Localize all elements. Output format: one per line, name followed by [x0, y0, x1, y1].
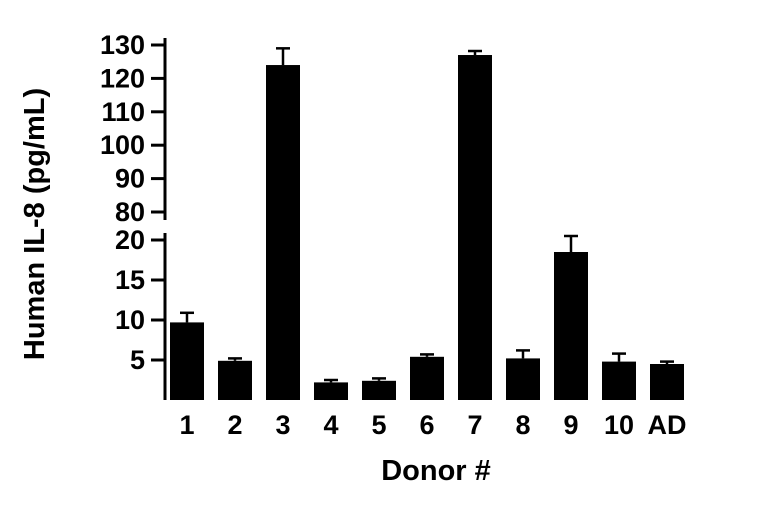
x-axis-title: Donor # — [381, 455, 491, 487]
x-tick-label-10: 10 — [604, 410, 634, 440]
bar-donor-5 — [362, 380, 396, 400]
y-tick-label-90: 90 — [115, 164, 145, 194]
y-tick-label-110: 110 — [101, 97, 145, 127]
bar-donor-1 — [170, 322, 204, 400]
bar-donor-4 — [314, 382, 348, 400]
bar-donor-6 — [410, 356, 444, 400]
x-tick-label-1: 1 — [179, 410, 194, 440]
x-tick-label-7: 7 — [467, 410, 482, 440]
bar-donor-3 — [266, 65, 300, 400]
x-tick-label-8: 8 — [515, 410, 530, 440]
x-tick-label-4: 4 — [323, 410, 338, 440]
y-tick-label-130: 130 — [100, 30, 145, 60]
y-tick-label-20: 20 — [115, 225, 145, 255]
x-tick-label-AD: AD — [648, 410, 687, 440]
y-axis-title: Human IL-8 (pg/mL) — [19, 88, 51, 360]
y-tick-label-15: 15 — [115, 265, 145, 295]
y-tick-label-100: 100 — [100, 130, 145, 160]
x-tick-label-6: 6 — [419, 410, 434, 440]
y-tick-label-80: 80 — [115, 197, 145, 227]
bar-donor-2 — [218, 360, 252, 400]
y-tick-label-120: 120 — [100, 63, 145, 93]
y-tick-label-10: 10 — [115, 305, 145, 335]
bar-donor-8 — [506, 358, 540, 400]
bar-donor-10 — [602, 361, 636, 400]
x-tick-label-3: 3 — [275, 410, 290, 440]
bar-donor-7 — [458, 55, 492, 401]
bar-donor-9 — [554, 252, 588, 400]
x-tick-label-5: 5 — [371, 410, 386, 440]
x-tick-label-2: 2 — [227, 410, 242, 440]
x-tick-label-9: 9 — [563, 410, 578, 440]
y-tick-label-5: 5 — [130, 345, 145, 375]
bar-donor-AD — [650, 364, 684, 400]
